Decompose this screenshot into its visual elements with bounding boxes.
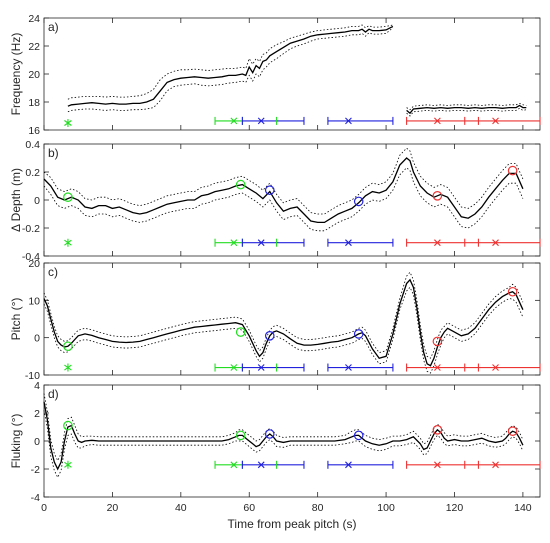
- interval-median-marker: [230, 117, 238, 125]
- y-tick-label: 0.2: [25, 167, 40, 179]
- interval-median-marker: [230, 239, 238, 247]
- star-marker: [64, 119, 72, 127]
- plot-area: [43, 262, 541, 376]
- x-tick-label: 140: [514, 502, 532, 514]
- x-tick-label: 80: [312, 502, 324, 514]
- y-tick-label: 4: [34, 380, 40, 392]
- interval-median-marker: [492, 239, 499, 247]
- interval-median-marker: [230, 461, 238, 469]
- y-axis-label: Δ Depth (m): [9, 168, 23, 232]
- x-tick-label: 0: [41, 502, 47, 514]
- interval-median-marker: [492, 461, 499, 469]
- event-circle: [235, 327, 246, 337]
- event-circle: [264, 330, 275, 341]
- series-upper-0: [67, 24, 393, 100]
- interval-median-marker: [433, 461, 441, 469]
- event-circle: [264, 185, 275, 195]
- y-tick-label: 20: [28, 258, 40, 270]
- y-tick-label: -10: [25, 370, 40, 382]
- panel-label: b): [48, 146, 59, 160]
- event-circle: [63, 192, 73, 202]
- event-circle: [235, 179, 246, 190]
- event-circle: [63, 341, 73, 352]
- panel-label: a): [48, 20, 59, 34]
- series-mean-1: [406, 104, 527, 115]
- y-tick-label: -4: [31, 492, 40, 504]
- x-tick-label: 120: [446, 502, 464, 514]
- star-marker: [64, 363, 72, 372]
- event-circle: [432, 336, 443, 347]
- star-marker: [64, 238, 72, 247]
- interval-median-marker: [230, 364, 238, 371]
- interval-median-marker: [433, 364, 441, 371]
- plot-area: [43, 143, 541, 257]
- event-circle: [432, 424, 443, 435]
- event-circle: [353, 430, 364, 441]
- y-tick-label: 18: [28, 97, 40, 109]
- y-tick-label: 22: [28, 41, 40, 53]
- x-tick-label: 100: [377, 502, 395, 514]
- y-tick-label: -2: [31, 464, 40, 476]
- y-tick-label: 20: [28, 69, 40, 81]
- event-circle: [63, 420, 73, 431]
- interval-median-marker: [433, 117, 441, 125]
- y-tick-label: 2: [34, 408, 40, 420]
- event-circle: [432, 191, 443, 201]
- panel-2: -10 0 10 20 c) Pitch (°): [9, 258, 541, 382]
- y-tick-label: 0: [34, 195, 40, 207]
- x-tick-label: 60: [243, 502, 255, 514]
- event-circle: [353, 329, 364, 339]
- panel-1: -0.4 -0.2 0 0.2 0.4 b) Δ Depth (m): [9, 139, 541, 263]
- interval-median-marker: [345, 117, 352, 125]
- y-tick-label: 0: [34, 436, 40, 448]
- series-upper-0: [43, 271, 524, 359]
- y-tick-label: 24: [28, 13, 40, 25]
- series-lower-0: [43, 286, 524, 374]
- event-circle: [507, 426, 518, 436]
- event-circle: [507, 165, 518, 176]
- y-tick-label: 10: [28, 295, 40, 307]
- x-tick-label: 20: [107, 502, 119, 514]
- y-tick-label: 0.4: [25, 139, 40, 151]
- y-axis-label: Frequency (Hz): [9, 33, 23, 116]
- event-circle: [507, 286, 518, 297]
- interval-median-marker: [345, 461, 352, 469]
- y-tick-label: 16: [28, 125, 40, 137]
- series-upper-0: [43, 393, 524, 462]
- interval-median-marker: [492, 117, 499, 125]
- series-upper-0: [43, 147, 524, 215]
- series-upper-1: [406, 102, 527, 111]
- star-marker: [64, 460, 72, 469]
- x-axis-label: Time from peak pitch (s): [228, 517, 357, 531]
- interval-median-marker: [257, 117, 265, 125]
- event-circle: [264, 429, 275, 439]
- interval-median-marker: [257, 364, 265, 371]
- interval-median-marker: [345, 364, 352, 371]
- interval-median-marker: [492, 364, 499, 371]
- series-lower-0: [43, 410, 524, 479]
- y-tick-label: 0: [34, 333, 40, 345]
- y-tick-label: -0.4: [22, 251, 40, 263]
- interval-median-marker: [345, 239, 352, 247]
- y-axis-label: Fluking (°): [9, 414, 23, 469]
- y-axis-label: Pitch (°): [9, 298, 23, 341]
- series-lower-0: [43, 167, 524, 232]
- plot-area: [43, 17, 541, 131]
- panel-0: 16 18 20 22 24 a) Frequency (Hz): [9, 13, 541, 137]
- interval-median-marker: [257, 461, 265, 469]
- series-mean-0: [43, 401, 524, 471]
- event-circle: [353, 196, 364, 207]
- x-tick-label: 40: [175, 502, 187, 514]
- event-circle: [235, 430, 246, 441]
- interval-median-marker: [433, 239, 441, 247]
- interval-median-marker: [257, 239, 265, 247]
- series-mean-0: [67, 25, 394, 107]
- panel-label: d): [48, 387, 59, 401]
- series-mean-0: [43, 278, 524, 367]
- y-tick-label: -0.2: [22, 223, 40, 235]
- panel-label: c): [48, 265, 58, 279]
